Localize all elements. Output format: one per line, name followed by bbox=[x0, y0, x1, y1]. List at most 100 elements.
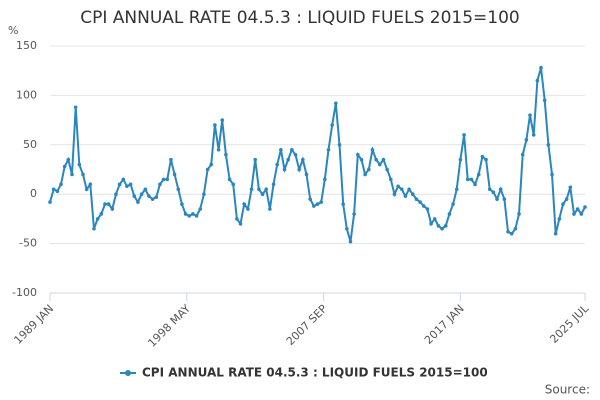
data-point bbox=[143, 187, 148, 192]
data-point bbox=[407, 187, 411, 192]
data-point bbox=[487, 187, 492, 192]
data-point bbox=[550, 172, 554, 177]
data-point bbox=[312, 204, 316, 208]
data-point bbox=[172, 172, 177, 177]
data-point bbox=[268, 207, 272, 211]
data-point bbox=[440, 226, 444, 231]
data-point bbox=[66, 157, 71, 162]
data-point bbox=[136, 200, 140, 204]
data-point bbox=[323, 177, 327, 182]
data-point bbox=[282, 167, 287, 172]
data-point bbox=[209, 162, 214, 167]
data-point bbox=[286, 157, 290, 162]
data-point bbox=[502, 197, 507, 201]
data-point bbox=[443, 224, 448, 228]
data-point bbox=[557, 217, 562, 221]
data-point bbox=[70, 172, 74, 177]
data-point bbox=[293, 152, 298, 157]
data-point bbox=[264, 187, 268, 192]
data-point bbox=[304, 172, 309, 177]
data-point bbox=[198, 207, 203, 211]
data-point bbox=[275, 162, 279, 167]
data-point bbox=[154, 195, 159, 199]
data-point bbox=[484, 157, 488, 162]
data-point bbox=[73, 105, 78, 110]
data-point bbox=[447, 212, 452, 216]
data-point bbox=[180, 202, 184, 206]
data-point bbox=[213, 123, 217, 127]
data-point bbox=[51, 187, 56, 192]
data-point bbox=[231, 182, 236, 187]
data-point bbox=[451, 202, 455, 206]
data-point bbox=[158, 182, 162, 187]
data-point bbox=[352, 212, 356, 216]
data-point bbox=[62, 164, 67, 169]
data-point bbox=[520, 152, 525, 157]
y-tick-label: 0 bbox=[30, 187, 37, 200]
data-point bbox=[583, 205, 587, 209]
data-point bbox=[528, 113, 532, 117]
data-point bbox=[356, 152, 360, 157]
data-point bbox=[553, 231, 558, 236]
data-point bbox=[128, 182, 133, 187]
data-point bbox=[374, 157, 378, 162]
data-point bbox=[403, 194, 408, 198]
data-point bbox=[315, 202, 320, 206]
data-point bbox=[421, 204, 426, 208]
data-point bbox=[509, 231, 514, 236]
data-point bbox=[279, 147, 283, 152]
y-axis-label: % bbox=[8, 24, 18, 37]
data-point bbox=[414, 197, 419, 201]
data-point bbox=[161, 177, 166, 182]
data-point bbox=[147, 194, 151, 198]
data-point bbox=[216, 147, 221, 152]
x-tick-label: 2017 JAN bbox=[422, 302, 467, 347]
data-point bbox=[469, 177, 474, 182]
data-point bbox=[150, 197, 155, 201]
data-point bbox=[260, 192, 265, 196]
data-point bbox=[308, 197, 312, 201]
data-point bbox=[319, 200, 323, 204]
data-point bbox=[194, 214, 199, 218]
data-point bbox=[506, 229, 510, 234]
data-point bbox=[513, 226, 518, 231]
x-tick-label: 2025 JUL bbox=[547, 301, 591, 345]
data-point bbox=[473, 182, 477, 187]
data-point bbox=[572, 212, 576, 216]
data-point bbox=[139, 192, 144, 196]
data-point bbox=[399, 187, 404, 192]
data-point bbox=[95, 217, 100, 221]
data-point bbox=[125, 184, 129, 189]
data-point bbox=[165, 177, 170, 182]
data-point bbox=[202, 192, 206, 196]
data-point bbox=[392, 192, 397, 196]
data-point bbox=[110, 207, 115, 211]
data-point bbox=[121, 177, 126, 182]
data-point bbox=[462, 133, 466, 137]
data-point bbox=[220, 118, 225, 122]
data-point bbox=[410, 192, 415, 196]
data-point bbox=[297, 167, 301, 172]
data-point bbox=[48, 200, 52, 204]
data-point bbox=[92, 226, 96, 231]
data-point bbox=[381, 157, 386, 162]
legend-label: CPI ANNUAL RATE 04.5.3 : LIQUID FUELS 20… bbox=[142, 366, 488, 380]
source: Source: bbox=[545, 383, 590, 397]
data-point bbox=[114, 192, 118, 196]
data-point bbox=[531, 133, 536, 137]
data-point bbox=[191, 212, 195, 216]
data-point bbox=[253, 157, 258, 162]
data-point bbox=[330, 123, 334, 127]
data-point bbox=[348, 239, 353, 244]
data-point bbox=[176, 187, 181, 192]
data-point bbox=[561, 202, 565, 206]
data-point bbox=[524, 138, 529, 142]
data-point bbox=[498, 187, 503, 192]
legend-marker bbox=[125, 370, 131, 376]
data-point bbox=[363, 172, 367, 177]
data-point bbox=[458, 157, 463, 162]
data-point bbox=[436, 224, 441, 228]
data-point bbox=[55, 189, 60, 194]
y-tick-label: 150 bbox=[16, 39, 37, 52]
y-tick-label: -50 bbox=[19, 237, 37, 250]
